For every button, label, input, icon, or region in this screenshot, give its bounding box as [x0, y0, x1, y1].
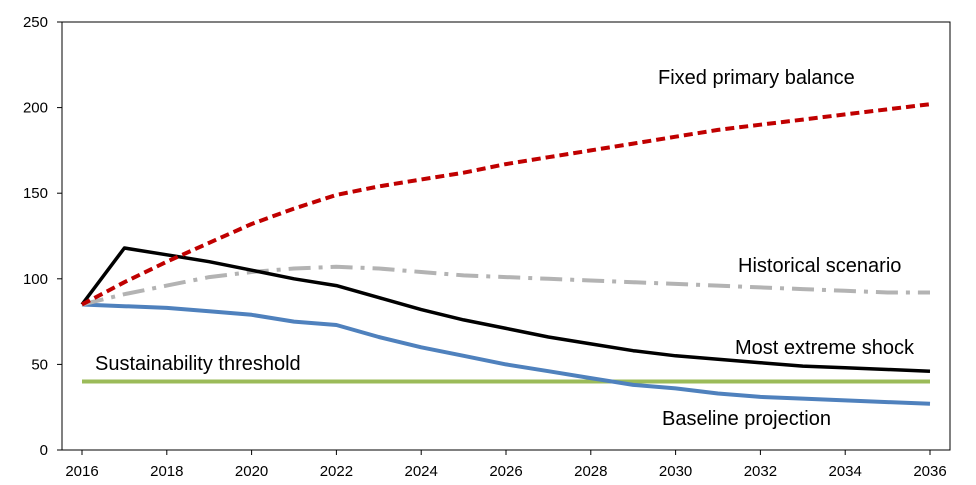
series-line-baseline-projection: [81, 302, 931, 406]
y-tick-label: 0: [40, 442, 48, 459]
x-tick-label: 2032: [744, 463, 777, 480]
x-tick-label: 2034: [829, 463, 862, 480]
series-label-historical-scenario: Historical scenario: [738, 255, 901, 277]
x-tick-label: 2024: [405, 463, 438, 480]
y-tick-label: 150: [23, 185, 48, 202]
x-tick-label: 2018: [150, 463, 183, 480]
x-tick-label: 2016: [65, 463, 98, 480]
y-tick-label: 100: [23, 271, 48, 288]
series-label-sustainability-threshold: Sustainability threshold: [95, 353, 301, 375]
x-tick-label: 2028: [574, 463, 607, 480]
series-group: [80, 102, 931, 406]
series-label-fixed-primary-balance: Fixed primary balance: [658, 67, 855, 89]
x-tick-label: 2026: [489, 463, 522, 480]
y-axis: 0 50 100 150 200 250: [23, 14, 62, 459]
y-tick-label: 200: [23, 100, 48, 117]
series-line-most-extreme-shock: [80, 246, 931, 373]
y-tick-label: 250: [23, 14, 48, 31]
series-line-fixed-primary-balance: [81, 102, 931, 307]
series-label-baseline-projection: Baseline projection: [662, 408, 831, 430]
series-label-most-extreme-shock: Most extreme shock: [735, 337, 915, 359]
series-line-historical-scenario: [81, 264, 930, 307]
x-axis: 2016 2018 2020 2022 2024 2026 2028 2030 2032 2034…: [65, 450, 947, 480]
x-tick-label: 2020: [235, 463, 268, 480]
x-tick-label: 2036: [913, 463, 946, 480]
x-tick-label: 2022: [320, 463, 353, 480]
x-tick-label: 2030: [659, 463, 692, 480]
series-labels: Fixed primary balance Historical scenario…: [95, 67, 915, 430]
y-tick-label: 50: [31, 356, 48, 373]
